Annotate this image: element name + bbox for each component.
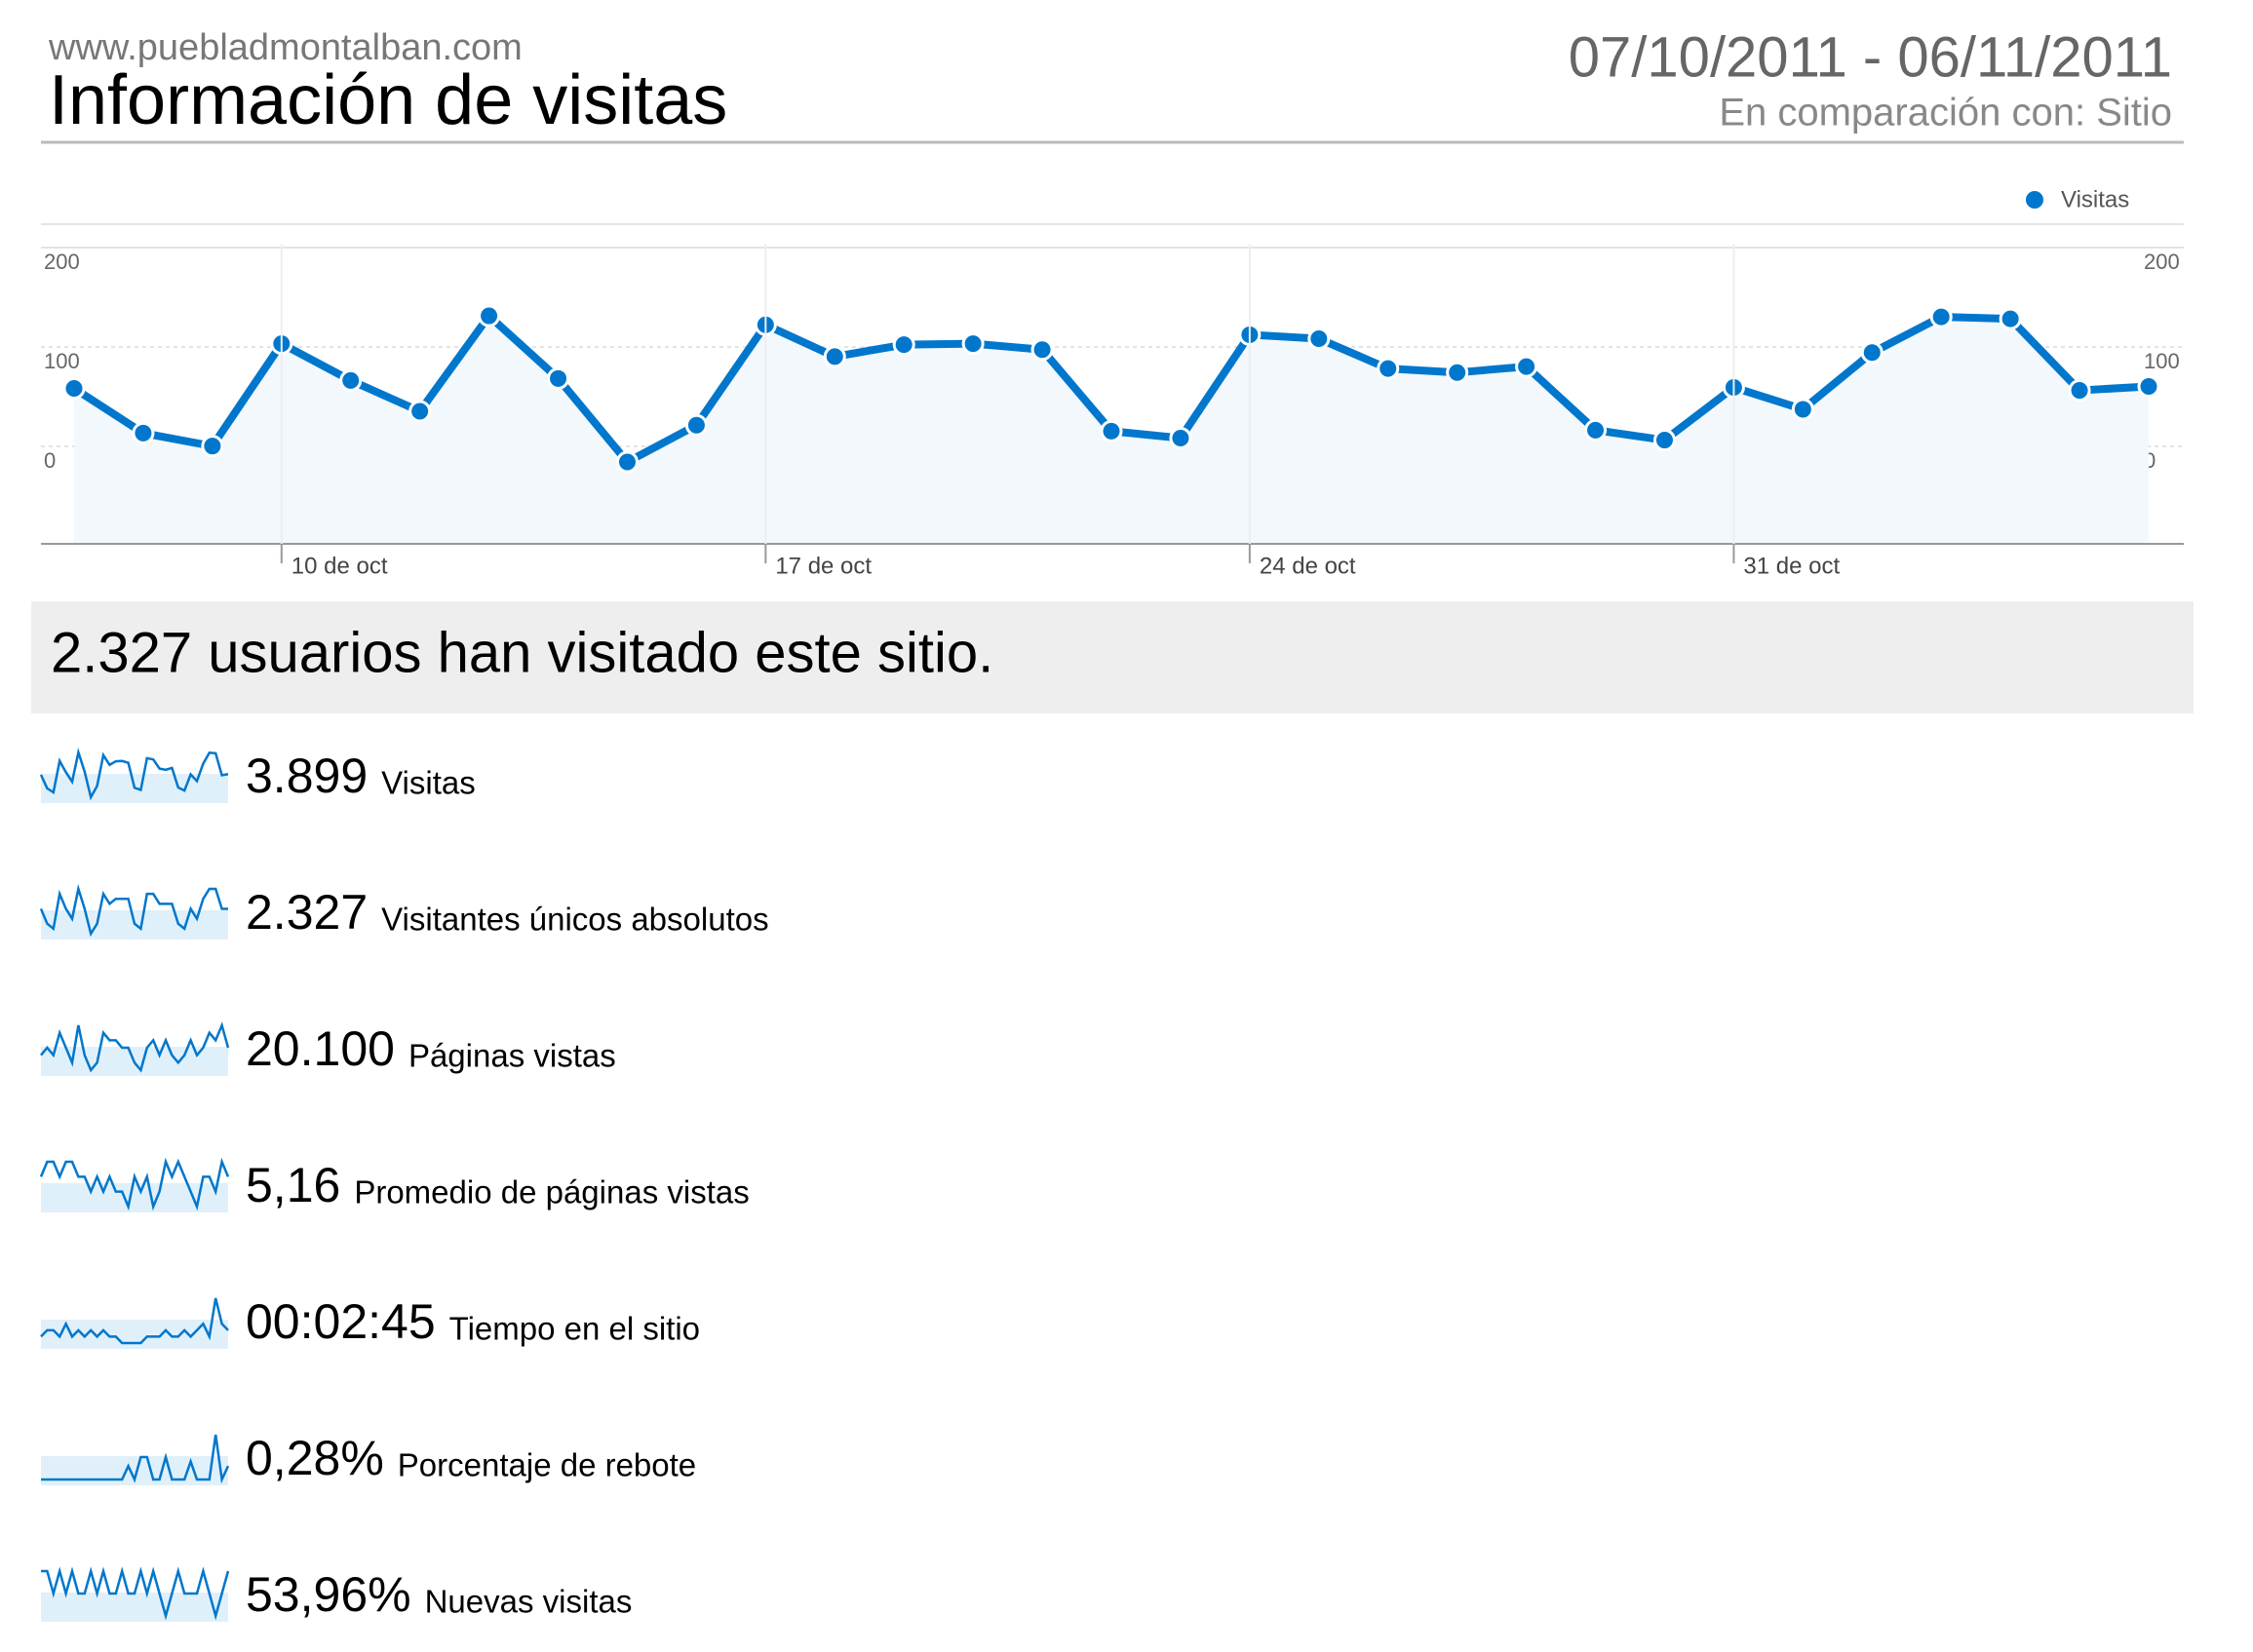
- comparison: En comparación con: Sitio: [1719, 92, 2172, 134]
- point: [1377, 357, 1400, 380]
- point: [1030, 338, 1054, 362]
- sparkline-bg: [41, 1593, 228, 1622]
- y-tick-label: 0: [44, 448, 56, 473]
- point: [201, 435, 224, 458]
- sparkline: [39, 748, 229, 801]
- metric-value: 53,96%: [246, 1567, 411, 1622]
- sparkline: [40, 1297, 229, 1345]
- metric-value: 20.100: [246, 1021, 395, 1076]
- point: [1100, 419, 1123, 442]
- x-tick-label: 17 de oct: [775, 553, 872, 579]
- y2-tick-label: 100: [2144, 349, 2180, 373]
- metric-label: Porcentaje de rebote: [398, 1447, 696, 1483]
- point: [408, 400, 432, 423]
- metric-label: Visitantes únicos absolutos: [381, 902, 768, 938]
- sparkline: [40, 1021, 230, 1073]
- point: [1515, 355, 1538, 378]
- date-range: 07/10/2011 - 06/11/2011: [1569, 25, 2172, 89]
- sparkline: [41, 1566, 230, 1621]
- summary: 2.327 usuarios han visitado este sitio.: [51, 621, 993, 684]
- metric-label: Visitas: [381, 765, 476, 801]
- point: [1584, 418, 1608, 442]
- area: [74, 316, 2149, 544]
- metric-value: 5,16: [246, 1158, 340, 1212]
- point: [478, 304, 501, 327]
- point: [1652, 429, 1676, 452]
- summary-band: [31, 601, 2194, 713]
- point: [339, 368, 363, 392]
- sparkline: [41, 1434, 230, 1484]
- metric-value: 2.327: [246, 885, 368, 940]
- metric-value: 0,28%: [246, 1431, 384, 1485]
- x-tick-label: 10 de oct: [291, 553, 388, 579]
- sparkline: [39, 1157, 230, 1211]
- legend-label: Visitas: [2061, 186, 2129, 212]
- point: [1999, 307, 2022, 330]
- sparkline: [39, 884, 228, 938]
- metric-label: Nuevas visitas: [425, 1584, 633, 1620]
- point: [1307, 327, 1331, 351]
- point: [547, 366, 570, 390]
- legend-marker: [2026, 191, 2043, 209]
- y-tick-label: 100: [44, 349, 80, 373]
- metric-label: Promedio de páginas vistas: [354, 1174, 749, 1210]
- point: [1929, 305, 1953, 328]
- point: [2068, 379, 2091, 403]
- point: [615, 450, 639, 474]
- point: [1791, 398, 1814, 421]
- metric-value: 00:02:45: [246, 1294, 436, 1349]
- point: [1860, 341, 1884, 365]
- point: [823, 345, 846, 368]
- point: [132, 421, 155, 444]
- sparkline-bg: [41, 1320, 228, 1349]
- point: [892, 333, 915, 357]
- y-tick-label: 200: [44, 250, 80, 274]
- point: [62, 377, 86, 401]
- point: [961, 332, 985, 356]
- x-tick-label: 24 de oct: [1260, 553, 1356, 579]
- point: [1446, 361, 1469, 384]
- x-tick-label: 31 de oct: [1743, 553, 1840, 579]
- point: [2137, 374, 2160, 398]
- y2-tick-label: 200: [2144, 250, 2180, 274]
- point: [1169, 427, 1192, 450]
- point: [684, 413, 708, 437]
- site: www.puebladmontalban.com: [48, 27, 523, 68]
- metric-value: 3.899: [246, 749, 368, 803]
- page-title: Información de visitas: [49, 61, 727, 139]
- metric-label: Páginas vistas: [408, 1038, 616, 1074]
- metric-label: Tiempo en el sitio: [449, 1311, 700, 1347]
